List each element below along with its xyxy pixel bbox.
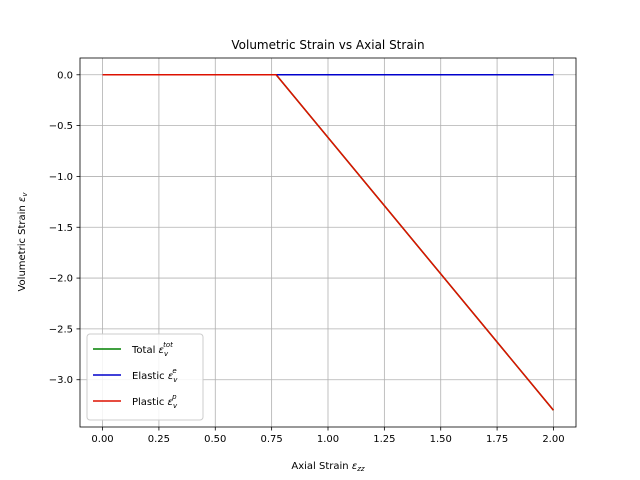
x-tick-label: 1.25	[373, 434, 395, 445]
x-axis-ticks: 0.00 0.25 0.50 0.75 1.00 1.25 1.50 1.75 2.00	[91, 427, 565, 445]
y-axis-title-subscript: v	[21, 192, 29, 197]
x-tick-label: 1.50	[430, 434, 452, 445]
y-tick-label: 0.0	[57, 70, 73, 81]
y-axis-title-symbol: ε	[17, 196, 28, 202]
y-tick-label: −0.5	[49, 121, 73, 132]
legend-box	[86, 333, 204, 421]
x-tick-label: 0.50	[204, 434, 226, 445]
y-axis-title: Volumetric Strain εv	[17, 192, 29, 292]
legend-entries: Total εvtot Elastic εve Plastic εvp	[93, 341, 178, 410]
x-tick-label: 0.00	[91, 434, 113, 445]
series-line-plastic	[102, 74, 555, 411]
y-tick-label: −2.5	[49, 324, 73, 335]
x-tick-label: 1.00	[317, 434, 339, 445]
series-lines	[102, 74, 555, 411]
y-tick-label: −1.5	[49, 223, 73, 234]
x-axis-title-subscript: zz	[356, 465, 365, 473]
y-tick-label: −1.0	[49, 172, 73, 183]
y-tick-label: −3.0	[49, 375, 73, 386]
legend-label-total: Total εvtot	[131, 341, 173, 358]
x-tick-label: 2.00	[542, 434, 564, 445]
legend-label-plastic: Plastic εvp	[132, 393, 178, 410]
legend-label-elastic: Elastic εve	[132, 367, 178, 384]
y-axis-ticks: 0.0 −0.5 −1.0 −1.5 −2.0 −2.5 −3.0	[49, 70, 80, 386]
x-tick-label: 0.25	[148, 434, 170, 445]
y-axis-title-text: Volumetric Strain	[17, 202, 28, 291]
x-tick-label: 0.75	[261, 434, 283, 445]
y-tick-label: −2.0	[49, 274, 73, 285]
x-tick-label: 1.75	[486, 434, 508, 445]
x-axis-title: Axial Strain εzz	[291, 461, 365, 473]
x-axis-title-symbol: ε	[352, 461, 358, 472]
x-axis-title-text: Axial Strain	[291, 461, 351, 472]
chart-title: Volumetric Strain vs Axial Strain	[231, 38, 424, 52]
legend: Total εvtot Elastic εve Plastic εvp	[86, 333, 204, 421]
